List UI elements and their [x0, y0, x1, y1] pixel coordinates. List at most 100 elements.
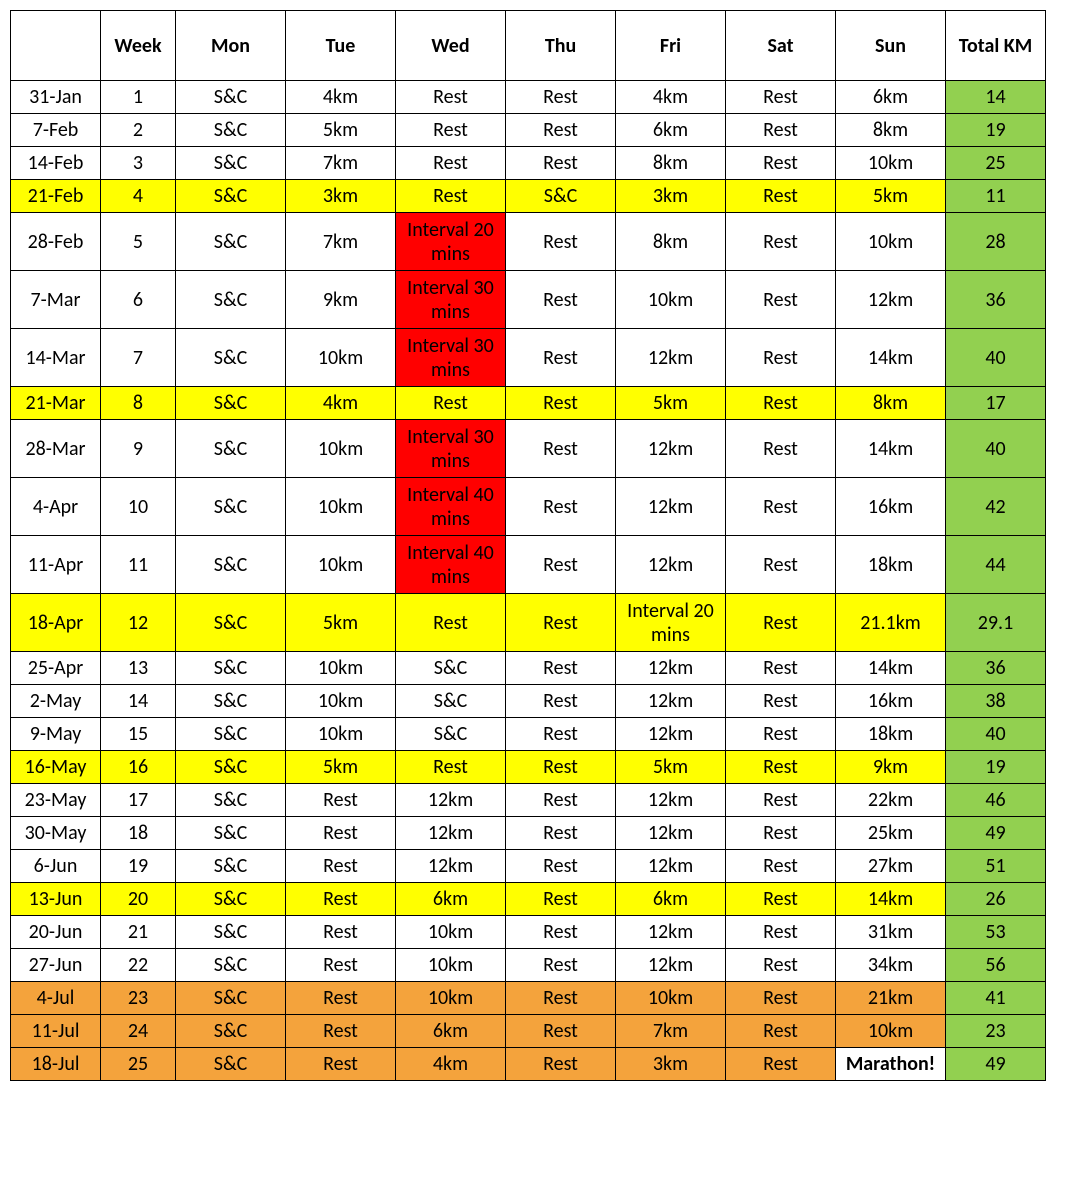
week-cell: 10 — [101, 478, 176, 536]
day-cell: Rest — [726, 652, 836, 685]
day-cell: S&C — [176, 949, 286, 982]
day-cell: 10km — [286, 478, 396, 536]
total-cell: 26 — [946, 883, 1046, 916]
day-cell: Rest — [506, 536, 616, 594]
day-cell: Rest — [506, 213, 616, 271]
table-row: 14-Mar7S&C10kmInterval 30 minsRest12kmRe… — [11, 329, 1046, 387]
day-cell: Rest — [396, 594, 506, 652]
day-cell: Rest — [506, 329, 616, 387]
date-cell: 2-May — [11, 685, 101, 718]
date-cell: 21-Mar — [11, 387, 101, 420]
week-cell: 7 — [101, 329, 176, 387]
week-cell: 13 — [101, 652, 176, 685]
date-cell: 16-May — [11, 751, 101, 784]
date-cell: 23-May — [11, 784, 101, 817]
date-cell: 4-Apr — [11, 478, 101, 536]
day-cell: 7km — [286, 213, 396, 271]
day-cell: Rest — [726, 685, 836, 718]
day-cell: Rest — [506, 784, 616, 817]
date-cell: 21-Feb — [11, 180, 101, 213]
day-cell: 8km — [836, 114, 946, 147]
day-cell: 9km — [836, 751, 946, 784]
day-cell: 14km — [836, 652, 946, 685]
day-cell: Interval 40 mins — [396, 536, 506, 594]
day-cell: 34km — [836, 949, 946, 982]
day-cell: 5km — [286, 114, 396, 147]
day-cell: Rest — [726, 1015, 836, 1048]
day-cell: S&C — [396, 718, 506, 751]
table-row: 6-Jun19S&CRest12kmRest12kmRest27km51 — [11, 850, 1046, 883]
day-cell: 3km — [616, 1048, 726, 1081]
day-cell: Rest — [396, 387, 506, 420]
day-cell: 10km — [286, 718, 396, 751]
total-cell: 44 — [946, 536, 1046, 594]
week-cell: 2 — [101, 114, 176, 147]
day-cell: Rest — [506, 850, 616, 883]
day-cell: 21km — [836, 982, 946, 1015]
day-cell: 10km — [286, 652, 396, 685]
day-cell: Rest — [506, 718, 616, 751]
day-cell: Rest — [396, 180, 506, 213]
day-cell: 14km — [836, 329, 946, 387]
day-cell: Rest — [506, 147, 616, 180]
day-cell: 10km — [616, 271, 726, 329]
table-row: 11-Apr11S&C10kmInterval 40 minsRest12kmR… — [11, 536, 1046, 594]
day-cell: 10km — [286, 329, 396, 387]
day-cell: 6km — [396, 883, 506, 916]
day-cell: 12km — [616, 850, 726, 883]
day-cell: Rest — [726, 271, 836, 329]
header-sat: Sat — [726, 11, 836, 81]
day-cell: Rest — [506, 478, 616, 536]
day-cell: Rest — [726, 751, 836, 784]
total-cell: 23 — [946, 1015, 1046, 1048]
day-cell: 10km — [616, 982, 726, 1015]
day-cell: S&C — [176, 784, 286, 817]
day-cell: S&C — [176, 478, 286, 536]
header-thu: Thu — [506, 11, 616, 81]
day-cell: Interval 20 mins — [616, 594, 726, 652]
day-cell: 12km — [396, 817, 506, 850]
day-cell: 3km — [616, 180, 726, 213]
day-cell: S&C — [176, 817, 286, 850]
day-cell: Rest — [506, 114, 616, 147]
day-cell: 10km — [836, 213, 946, 271]
day-cell: S&C — [176, 147, 286, 180]
week-cell: 9 — [101, 420, 176, 478]
day-cell: 10km — [286, 685, 396, 718]
day-cell: Rest — [286, 883, 396, 916]
day-cell: S&C — [176, 114, 286, 147]
total-cell: 25 — [946, 147, 1046, 180]
training-plan-table: WeekMonTueWedThuFriSatSunTotal KM 31-Jan… — [10, 10, 1046, 1081]
day-cell: S&C — [176, 751, 286, 784]
week-cell: 8 — [101, 387, 176, 420]
day-cell: Rest — [726, 478, 836, 536]
day-cell: S&C — [176, 685, 286, 718]
day-cell: 10km — [286, 420, 396, 478]
table-row: 20-Jun21S&CRest10kmRest12kmRest31km53 — [11, 916, 1046, 949]
day-cell: S&C — [176, 81, 286, 114]
week-cell: 23 — [101, 982, 176, 1015]
week-cell: 16 — [101, 751, 176, 784]
day-cell: 4km — [616, 81, 726, 114]
day-cell: 6km — [836, 81, 946, 114]
day-cell: 4km — [286, 81, 396, 114]
day-cell: Rest — [726, 180, 836, 213]
header-tue: Tue — [286, 11, 396, 81]
day-cell: 12km — [396, 850, 506, 883]
total-cell: 53 — [946, 916, 1046, 949]
day-cell: Rest — [286, 784, 396, 817]
week-cell: 5 — [101, 213, 176, 271]
table-row: 13-Jun20S&CRest6kmRest6kmRest14km26 — [11, 883, 1046, 916]
date-cell: 7-Feb — [11, 114, 101, 147]
table-row: 21-Mar8S&C4kmRestRest5kmRest8km17 — [11, 387, 1046, 420]
day-cell: 18km — [836, 536, 946, 594]
header-mon: Mon — [176, 11, 286, 81]
table-row: 2-May14S&C10kmS&CRest12kmRest16km38 — [11, 685, 1046, 718]
day-cell: Rest — [396, 147, 506, 180]
day-cell: Rest — [726, 718, 836, 751]
day-cell: 6km — [616, 883, 726, 916]
day-cell: Rest — [726, 784, 836, 817]
day-cell: 5km — [286, 751, 396, 784]
day-cell: 10km — [396, 949, 506, 982]
day-cell: Rest — [506, 81, 616, 114]
